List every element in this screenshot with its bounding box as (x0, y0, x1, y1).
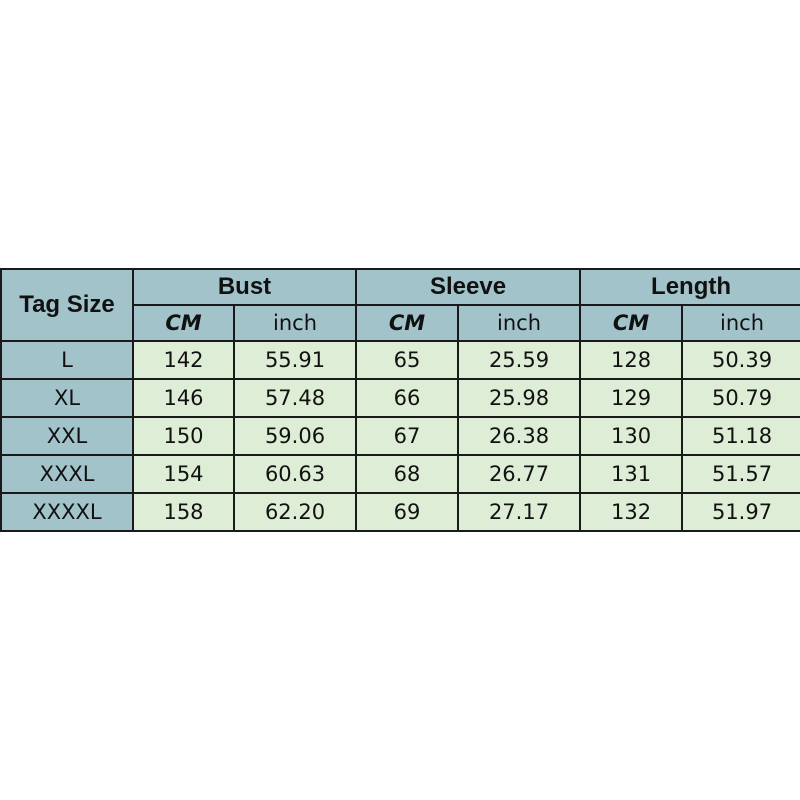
bust-cm-cell: 146 (132, 378, 235, 418)
length-cm-cell: 131 (579, 454, 684, 494)
sleeve-inch-cell: 26.77 (456, 454, 582, 494)
header-row-units: CM inch CM inch CM inch (1, 304, 800, 342)
sleeve-inch-cell: 26.38 (456, 416, 582, 456)
size-chart-table: Tag Size Bust Sleeve Length CM inch CM i… (0, 268, 800, 532)
bust-cm-header: CM (132, 304, 235, 342)
sleeve-inch-header: inch (456, 304, 582, 342)
length-header: Length (579, 268, 800, 306)
table-row: XL 146 57.48 66 25.98 129 50.79 (0, 378, 800, 418)
table-row: XXXXL 158 62.20 69 27.17 132 51.97 (0, 492, 800, 532)
header-row-groups: Tag Size Bust Sleeve Length (0, 268, 800, 342)
tag-size-cell: XXXL (0, 454, 134, 494)
sleeve-cm-cell: 65 (355, 340, 459, 380)
bust-header: Bust (132, 268, 357, 306)
bust-cm-cell: 158 (132, 492, 235, 532)
sleeve-inch-cell: 25.98 (456, 378, 582, 418)
sleeve-header: Sleeve (354, 268, 582, 306)
length-cm-cell: 132 (579, 492, 684, 532)
bust-inch-cell: 55.91 (233, 340, 357, 380)
sleeve-cm-cell: 69 (355, 492, 459, 532)
tag-size-cell: XL (0, 378, 134, 418)
sleeve-cm-cell: 68 (355, 454, 459, 494)
bust-inch-cell: 57.48 (233, 378, 357, 418)
length-cm-header: CM (579, 304, 684, 342)
sleeve-cm-header: CM (355, 304, 459, 342)
length-inch-cell: 51.97 (681, 492, 800, 532)
length-inch-cell: 51.18 (681, 416, 800, 456)
tag-size-cell: XXL (0, 416, 134, 456)
table-row: XXXL 154 60.63 68 26.77 131 51.57 (0, 454, 800, 494)
length-inch-cell: 50.39 (681, 340, 800, 380)
length-inch-header: inch (681, 304, 800, 342)
length-cm-cell: 129 (579, 378, 684, 418)
bust-inch-cell: 62.20 (233, 492, 357, 532)
table-row: XXL 150 59.06 67 26.38 130 51.18 (0, 416, 800, 456)
length-cm-cell: 128 (579, 340, 684, 380)
bust-cm-cell: 142 (132, 340, 235, 380)
table-row: L 142 55.91 65 25.59 128 50.39 (0, 340, 800, 380)
bust-cm-cell: 154 (132, 454, 235, 494)
bust-cm-cell: 150 (132, 416, 235, 456)
length-cm-cell: 130 (579, 416, 684, 456)
tag-size-header: Tag Size (0, 268, 134, 342)
sleeve-inch-cell: 25.59 (456, 340, 582, 380)
tag-size-cell: XXXXL (0, 492, 134, 532)
bust-inch-cell: 60.63 (233, 454, 357, 494)
bust-inch-header: inch (233, 304, 357, 342)
bust-inch-cell: 59.06 (233, 416, 357, 456)
length-inch-cell: 51.57 (681, 454, 800, 494)
sleeve-cm-cell: 67 (355, 416, 459, 456)
sleeve-inch-cell: 27.17 (456, 492, 582, 532)
sleeve-cm-cell: 66 (355, 378, 459, 418)
tag-size-cell: L (0, 340, 134, 380)
length-inch-cell: 50.79 (681, 378, 800, 418)
